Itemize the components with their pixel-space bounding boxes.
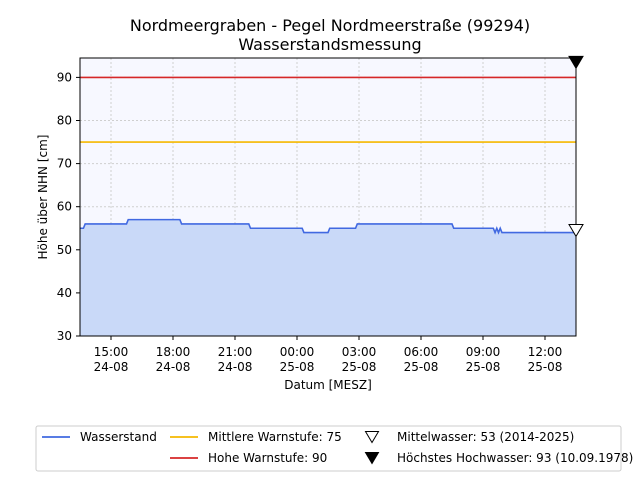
y-axis-label: Höhe über NHN [cm] [36,135,50,260]
y-tick-label: 60 [57,200,72,214]
chart-title: Nordmeergraben - Pegel Nordmeerstraße (9… [130,16,530,35]
legend-label: Hohe Warnstufe: 90 [208,451,327,465]
x-tick-date: 25-08 [342,360,377,374]
legend: Wasserstand Mittlere Warnstufe: 75 Hohe Wa… [35,425,633,472]
legend-entry-mean-water: Mittelwasser: 53 (2014-2025) [364,430,574,444]
chart-subtitle: Wasserstandsmessung [238,35,421,54]
y-tick-label: 40 [57,286,72,300]
legend-label: Mittlere Warnstufe: 75 [208,430,342,444]
legend-swatch [364,451,380,465]
y-tick-label: 70 [57,157,72,171]
y-axis-ticks: 30 40 50 60 70 80 90 [57,70,80,343]
x-tick-time: 21:00 [218,345,253,359]
x-tick-date: 25-08 [280,360,315,374]
level-markers [568,55,584,238]
legend-entry-highest-flood: Höchstes Hochwasser: 93 (10.09.1978) [364,451,633,465]
legend-entry-water-level: Wasserstand [42,430,157,444]
legend-entry-medium-warning: Mittlere Warnstufe: 75 [170,430,342,444]
y-tick-label: 90 [57,70,72,84]
legend-label: Mittelwasser: 53 (2014-2025) [397,430,574,444]
y-tick-label: 30 [57,329,72,343]
legend-entries: Wasserstand Mittlere Warnstufe: 75 Hohe Wa… [42,430,633,465]
x-tick-date: 25-08 [404,360,439,374]
legend-label: Höchstes Hochwasser: 93 (10.09.1978) [397,451,633,465]
x-tick-time: 00:00 [280,345,315,359]
x-tick-time: 06:00 [404,345,439,359]
series-layer [80,218,576,336]
legend-label: Wasserstand [80,430,157,444]
water-level-line [80,218,576,235]
x-tick-time: 03:00 [342,345,377,359]
y-tick-label: 80 [57,113,72,127]
y-tick-label: 50 [57,243,72,257]
x-tick-time: 09:00 [466,345,501,359]
x-tick-date: 25-08 [528,360,563,374]
x-tick-time: 12:00 [528,345,563,359]
x-tick-time: 15:00 [94,345,129,359]
plot-frame [79,57,577,337]
mean-water-marker [568,223,584,238]
water-level-area [80,219,576,336]
x-tick-date: 25-08 [466,360,501,374]
reference-lines [80,76,576,143]
x-axis-ticks: 15:0024-0818:0024-0821:0024-0800:0025-08… [94,336,563,374]
highest-flood-marker [568,55,584,70]
legend-entry-high-warning: Hohe Warnstufe: 90 [170,451,327,465]
x-tick-date: 24-08 [94,360,129,374]
x-tick-time: 18:00 [156,345,191,359]
legend-swatch [364,430,380,444]
x-axis-label: Datum [MESZ] [284,378,372,392]
x-tick-date: 24-08 [156,360,191,374]
x-tick-date: 24-08 [218,360,253,374]
